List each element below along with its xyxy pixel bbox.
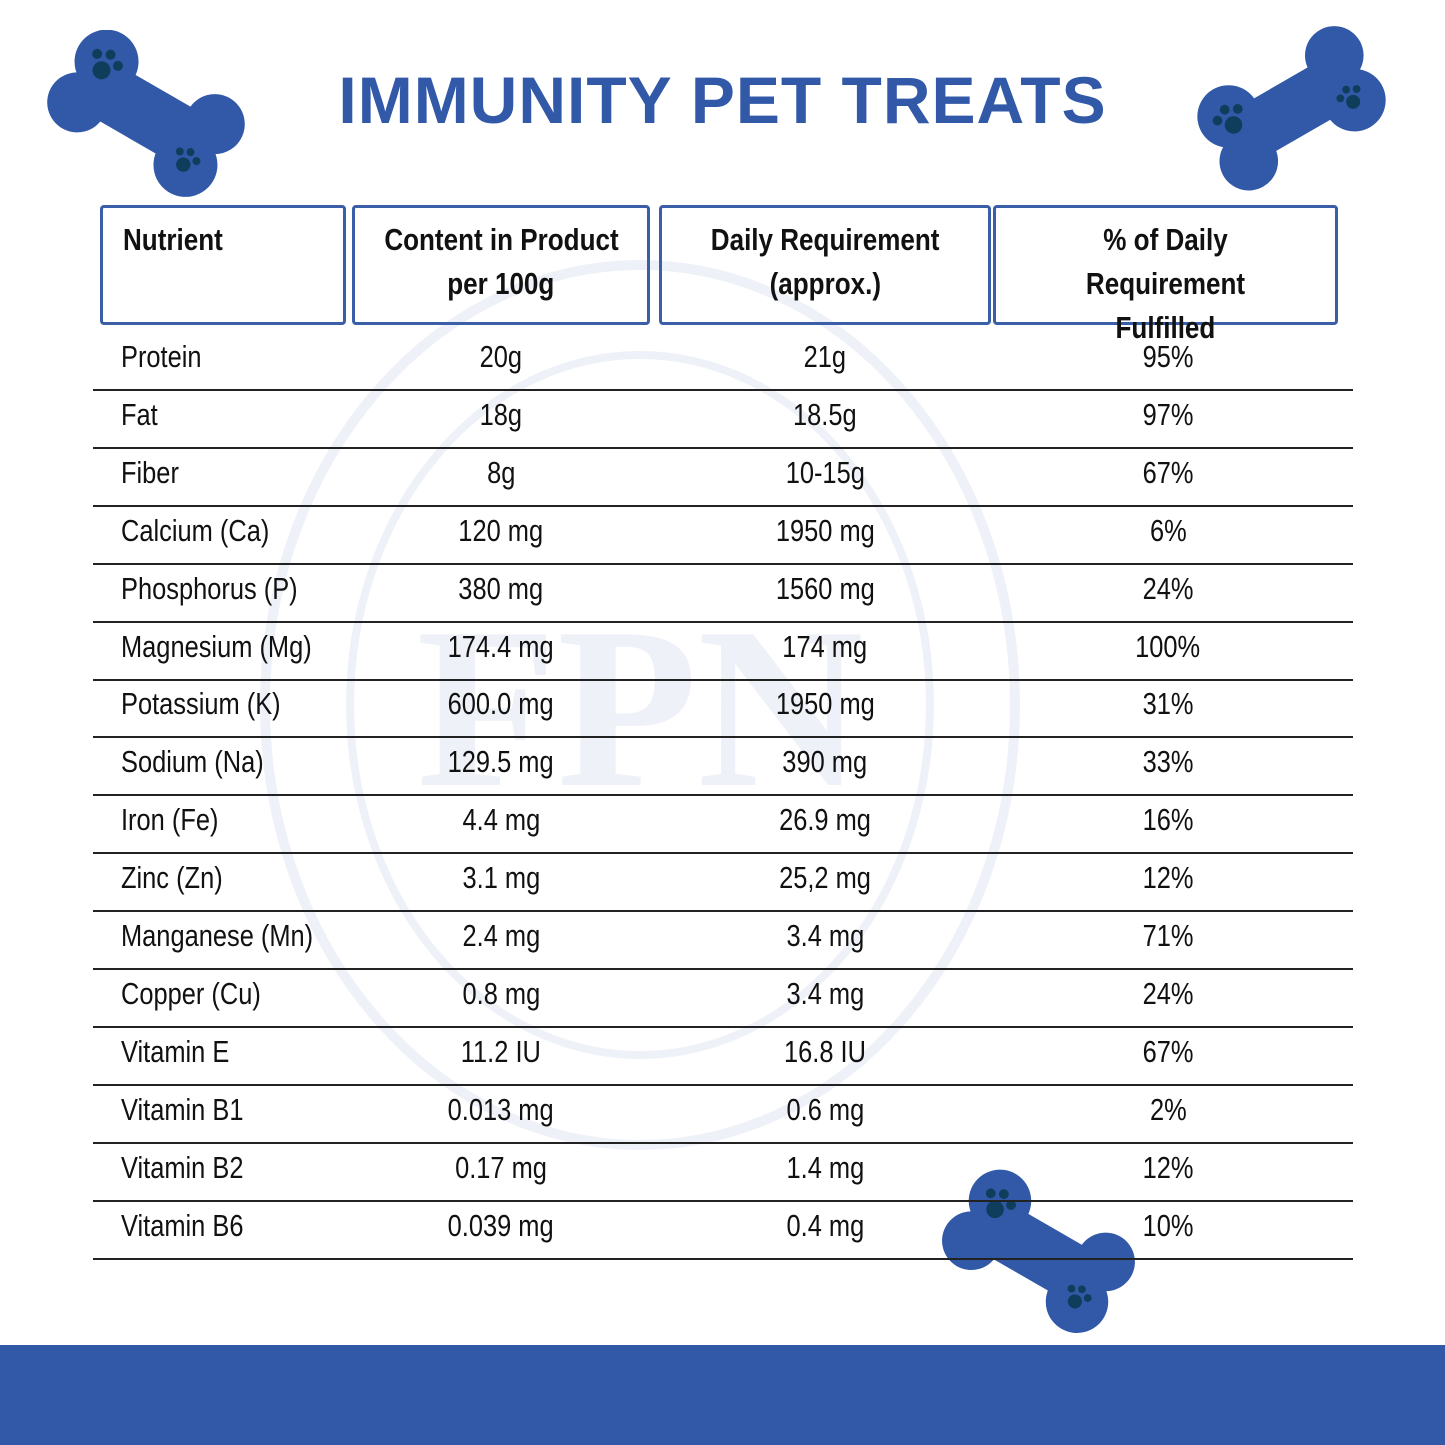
table-row: Fat 18g 18.5g 97%	[93, 389, 1353, 449]
percent-fulfilled-value: 12%	[1142, 860, 1194, 896]
content-value: 11.2 IU	[460, 1033, 542, 1069]
content-value: 380 mg	[458, 570, 544, 606]
content-value: 2.4 mg	[462, 918, 540, 953]
percent-fulfilled-value: 16%	[1142, 802, 1194, 838]
nutrient-name: Protein	[121, 339, 202, 374]
percent-fulfilled-value: 10%	[1142, 1207, 1194, 1243]
table-row: Vitamin E 11.2 IU 16.8 IU 67%	[93, 1026, 1353, 1086]
nutrient-name: Vitamin B2	[121, 1149, 244, 1185]
daily-requirement-value: 1950 mg	[775, 512, 875, 548]
table-row: Potassium (K) 600.0 mg 1950 mg 31%	[93, 678, 1353, 739]
nutrient-name: Magnesium (Mg)	[121, 628, 312, 664]
content-value: 0.8 mg	[462, 975, 540, 1011]
nutrient-name: Calcium (Ca)	[121, 512, 270, 548]
nutrient-name: Zinc (Zn)	[121, 860, 223, 896]
table-row: Sodium (Na) 129.5 mg 390 mg 33%	[93, 736, 1353, 797]
percent-fulfilled-value: 100%	[1135, 628, 1201, 664]
percent-fulfilled-value: 95%	[1142, 339, 1194, 374]
daily-requirement-value: 390 mg	[782, 744, 868, 780]
table-row: Vitamin B2 0.17 mg 1.4 mg 12%	[93, 1142, 1353, 1202]
daily-requirement-value: 16.8 IU	[784, 1033, 866, 1069]
footer-bar	[0, 1345, 1445, 1445]
nutrient-name: Sodium (Na)	[121, 744, 264, 780]
content-value: 0.17 mg	[455, 1149, 547, 1185]
table-row: Copper (Cu) 0.8 mg 3.4 mg 24%	[93, 968, 1353, 1028]
content-value: 4.4 mg	[462, 802, 540, 838]
nutrient-name: Vitamin E	[121, 1033, 230, 1069]
bone-icon	[1197, 26, 1386, 191]
nutrient-name: Vitamin B1	[121, 1091, 244, 1127]
nutrient-name: Fiber	[121, 454, 179, 490]
table-row: Vitamin B1 0.013 mg 0.6 mg 2%	[93, 1084, 1353, 1144]
nutrient-name: Manganese (Mn)	[121, 918, 314, 953]
daily-requirement-value: 21g	[803, 339, 847, 374]
daily-requirement-value: 10-15g	[785, 454, 865, 490]
percent-fulfilled-value: 97%	[1142, 396, 1194, 432]
table-row: Iron (Fe) 4.4 mg 26.9 mg 16%	[93, 794, 1353, 855]
content-value: 174.4 mg	[447, 628, 554, 664]
content-value: 20g	[479, 339, 523, 374]
table-row: Fiber 8g 10-15g 67%	[93, 447, 1353, 507]
daily-requirement-value: 1560 mg	[775, 570, 875, 606]
daily-requirement-value: 1950 mg	[775, 686, 875, 722]
bone-icon	[47, 30, 245, 197]
header-content: Content in Product per 100g	[352, 205, 650, 325]
percent-fulfilled-value: 6%	[1149, 512, 1187, 548]
content-value: 129.5 mg	[447, 744, 554, 780]
percent-fulfilled-value: 2%	[1149, 1091, 1187, 1127]
nutrient-name: Iron (Fe)	[121, 802, 219, 838]
bone-icon	[942, 1169, 1135, 1333]
content-value: 0.013 mg	[447, 1091, 554, 1127]
nutrient-name: Vitamin B6	[121, 1207, 244, 1243]
percent-fulfilled-value: 24%	[1142, 570, 1194, 606]
daily-requirement-value: 25,2 mg	[779, 860, 871, 896]
header-percent-fulfilled: % of Daily Requirement Fulfilled	[993, 205, 1338, 345]
percent-fulfilled-value: 71%	[1142, 918, 1194, 953]
table-row: Vitamin B6 0.039 mg 0.4 mg 10%	[93, 1200, 1353, 1260]
daily-requirement-value: 18.5g	[793, 396, 857, 432]
content-value: 18g	[479, 396, 523, 432]
daily-requirement-value: 1.4 mg	[786, 1149, 864, 1185]
table-row: Magnesium (Mg) 174.4 mg 174 mg 100%	[93, 621, 1353, 681]
percent-fulfilled-value: 31%	[1142, 686, 1194, 722]
nutrient-name: Fat	[121, 396, 158, 432]
nutrient-name: Potassium (K)	[121, 686, 281, 722]
header-daily-requirement: Daily Requirement (approx.)	[659, 205, 991, 325]
content-value: 0.039 mg	[447, 1207, 554, 1243]
percent-fulfilled-value: 33%	[1142, 744, 1194, 780]
content-value: 120 mg	[458, 512, 544, 548]
percent-fulfilled-value: 67%	[1142, 454, 1194, 490]
daily-requirement-value: 3.4 mg	[786, 918, 864, 953]
daily-requirement-value: 0.4 mg	[786, 1207, 864, 1243]
table-row: Phosphorus (P) 380 mg 1560 mg 24%	[93, 563, 1353, 623]
nutrient-name: Phosphorus (P)	[121, 570, 298, 606]
percent-fulfilled-value: 24%	[1142, 975, 1194, 1011]
content-value: 8g	[486, 454, 516, 490]
header-nutrient: Nutrient	[100, 205, 346, 325]
table-row: Calcium (Ca) 120 mg 1950 mg 6%	[93, 505, 1353, 565]
daily-requirement-value: 3.4 mg	[786, 975, 864, 1011]
daily-requirement-value: 26.9 mg	[779, 802, 871, 838]
table-row: Protein 20g 21g 95%	[93, 331, 1353, 391]
content-value: 600.0 mg	[447, 686, 554, 722]
daily-requirement-value: 0.6 mg	[786, 1091, 864, 1127]
table-row: Manganese (Mn) 2.4 mg 3.4 mg 71%	[93, 910, 1353, 970]
nutrient-name: Copper (Cu)	[121, 975, 261, 1011]
page-title: IMMUNITY PET TREATS	[338, 63, 1107, 137]
table-row: Zinc (Zn) 3.1 mg 25,2 mg 12%	[93, 852, 1353, 913]
percent-fulfilled-value: 67%	[1142, 1033, 1194, 1069]
percent-fulfilled-value: 12%	[1142, 1149, 1194, 1185]
content-value: 3.1 mg	[462, 860, 540, 896]
daily-requirement-value: 174 mg	[782, 628, 868, 664]
